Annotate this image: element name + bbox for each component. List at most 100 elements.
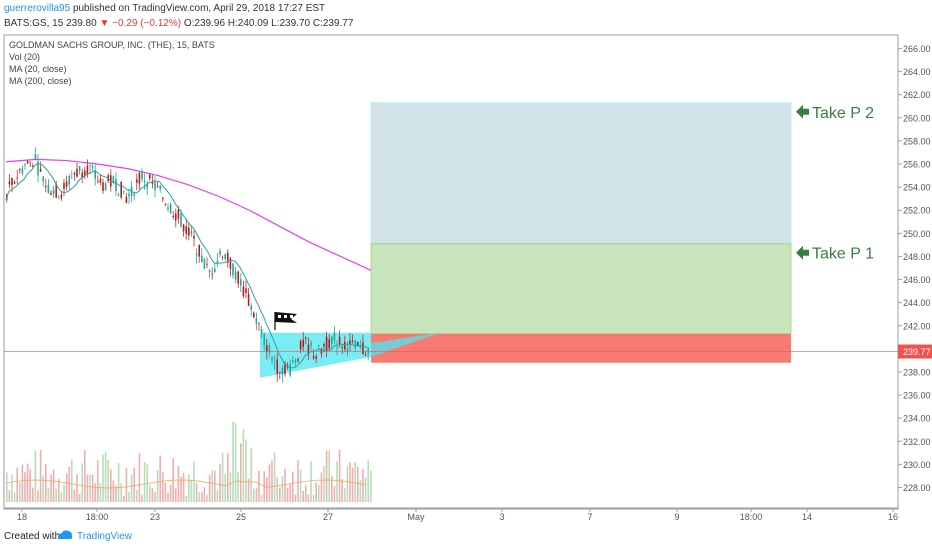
- candle-body: [216, 260, 219, 263]
- volume-bar: [120, 483, 122, 502]
- candle-body: [177, 209, 180, 219]
- candle-body: [349, 340, 351, 345]
- candle-body: [73, 173, 76, 175]
- symbol-line: BATS:GS, 15 239.80 ▼ −0.29 (−0.12%) O:23…: [4, 17, 353, 30]
- volume-bar: [221, 452, 224, 502]
- volume-bar: [81, 463, 83, 502]
- candle-body: [237, 271, 239, 284]
- x-tick-label: 18:00: [740, 512, 763, 522]
- candle-body: [102, 182, 104, 191]
- volume-bar: [19, 482, 21, 502]
- x-tick-label: 18: [17, 512, 27, 522]
- y-tick-label: 238.00: [903, 367, 931, 377]
- candle-body: [336, 347, 338, 349]
- volume-bar: [201, 492, 203, 502]
- candle-body: [344, 341, 346, 350]
- volume-bar: [73, 489, 76, 502]
- publish-line: guerrerovilla95 published on TradingView…: [4, 2, 325, 15]
- candle-body: [260, 329, 263, 334]
- y-tick-label: 234.00: [903, 414, 931, 424]
- candle-body: [266, 344, 268, 353]
- volume-bar: [29, 469, 31, 502]
- legend-ma200: MA (200, close): [9, 76, 72, 86]
- candle-body: [240, 279, 242, 286]
- x-tick-label: 25: [236, 512, 246, 522]
- volume-bar: [123, 495, 125, 502]
- tradingview-brand[interactable]: TradingView: [77, 531, 133, 542]
- candle-body: [112, 176, 115, 184]
- candle-body: [104, 183, 107, 191]
- candle-body: [364, 354, 367, 356]
- chart-canvas[interactable]: 228.00230.00232.00234.00236.00238.00240.…: [0, 32, 932, 522]
- volume-bar: [276, 477, 278, 502]
- candle-body: [60, 194, 63, 199]
- volume-bar: [195, 483, 198, 502]
- candle-body: [149, 174, 151, 179]
- candle-body: [162, 197, 164, 200]
- volume-bar: [110, 469, 112, 502]
- volume-bar: [370, 470, 372, 502]
- candle-body: [169, 204, 172, 214]
- volume-bar: [16, 467, 18, 502]
- candle-body: [39, 168, 42, 172]
- volume-bar: [338, 449, 341, 502]
- candle-body: [47, 184, 50, 194]
- tp2-label: Take P 2: [812, 105, 874, 122]
- candle-body: [125, 196, 128, 204]
- candle-body: [305, 337, 307, 339]
- volume-bar: [268, 464, 271, 502]
- volume-bar: [159, 455, 161, 502]
- candle-body: [315, 356, 317, 359]
- volume-bar: [198, 492, 200, 502]
- candle-body: [32, 165, 34, 167]
- volume-bar: [71, 459, 73, 502]
- volume-bar: [232, 421, 234, 502]
- volume-bar: [242, 428, 245, 502]
- volume-bar: [60, 492, 63, 502]
- volume-bar: [297, 460, 299, 502]
- candle-body: [180, 213, 182, 227]
- candle-body: [286, 366, 289, 368]
- candle-body: [250, 305, 252, 310]
- volume-bar: [11, 474, 13, 502]
- volume-bar: [245, 439, 247, 502]
- candle-body: [247, 293, 250, 306]
- volume-bar: [156, 470, 159, 502]
- volume-bar: [286, 488, 289, 502]
- volume-bar: [169, 484, 172, 502]
- volume-bar: [260, 494, 263, 502]
- volume-bar: [182, 473, 185, 502]
- volume-bar: [341, 479, 343, 502]
- volume-bar: [94, 483, 96, 502]
- candle-body: [182, 224, 185, 232]
- candle-body: [24, 164, 26, 166]
- candle-body: [203, 259, 206, 269]
- volume-bar: [315, 482, 317, 502]
- candle-body: [312, 356, 315, 359]
- volume-bar: [292, 471, 294, 502]
- volume-bar: [271, 460, 273, 502]
- candle-body: [294, 360, 297, 363]
- footer: Created with TradingView: [0, 522, 932, 550]
- volume-bar: [8, 490, 11, 502]
- volume-bar: [26, 463, 29, 502]
- candle-body: [224, 253, 226, 259]
- candle-body: [206, 263, 208, 265]
- price-change: ▼ −0.29 (−0.12%): [99, 18, 182, 29]
- candle-body: [154, 182, 156, 191]
- candle-body: [141, 171, 143, 180]
- volume-bar: [336, 461, 338, 502]
- candle-body: [115, 179, 117, 191]
- candle-body: [229, 258, 232, 269]
- candle-body: [284, 363, 286, 375]
- author-link[interactable]: guerrerovilla95: [4, 3, 71, 14]
- y-tick-label: 242.00: [903, 321, 931, 331]
- tp2-arrow-icon: [796, 104, 809, 119]
- x-tick-label: 9: [674, 512, 679, 522]
- candle-body: [50, 192, 52, 195]
- candle-body: [136, 179, 138, 183]
- volume-bar: [333, 485, 336, 502]
- x-tick-label: 23: [150, 512, 160, 522]
- volume-bar: [34, 450, 37, 502]
- x-tick-label: 14: [802, 512, 812, 522]
